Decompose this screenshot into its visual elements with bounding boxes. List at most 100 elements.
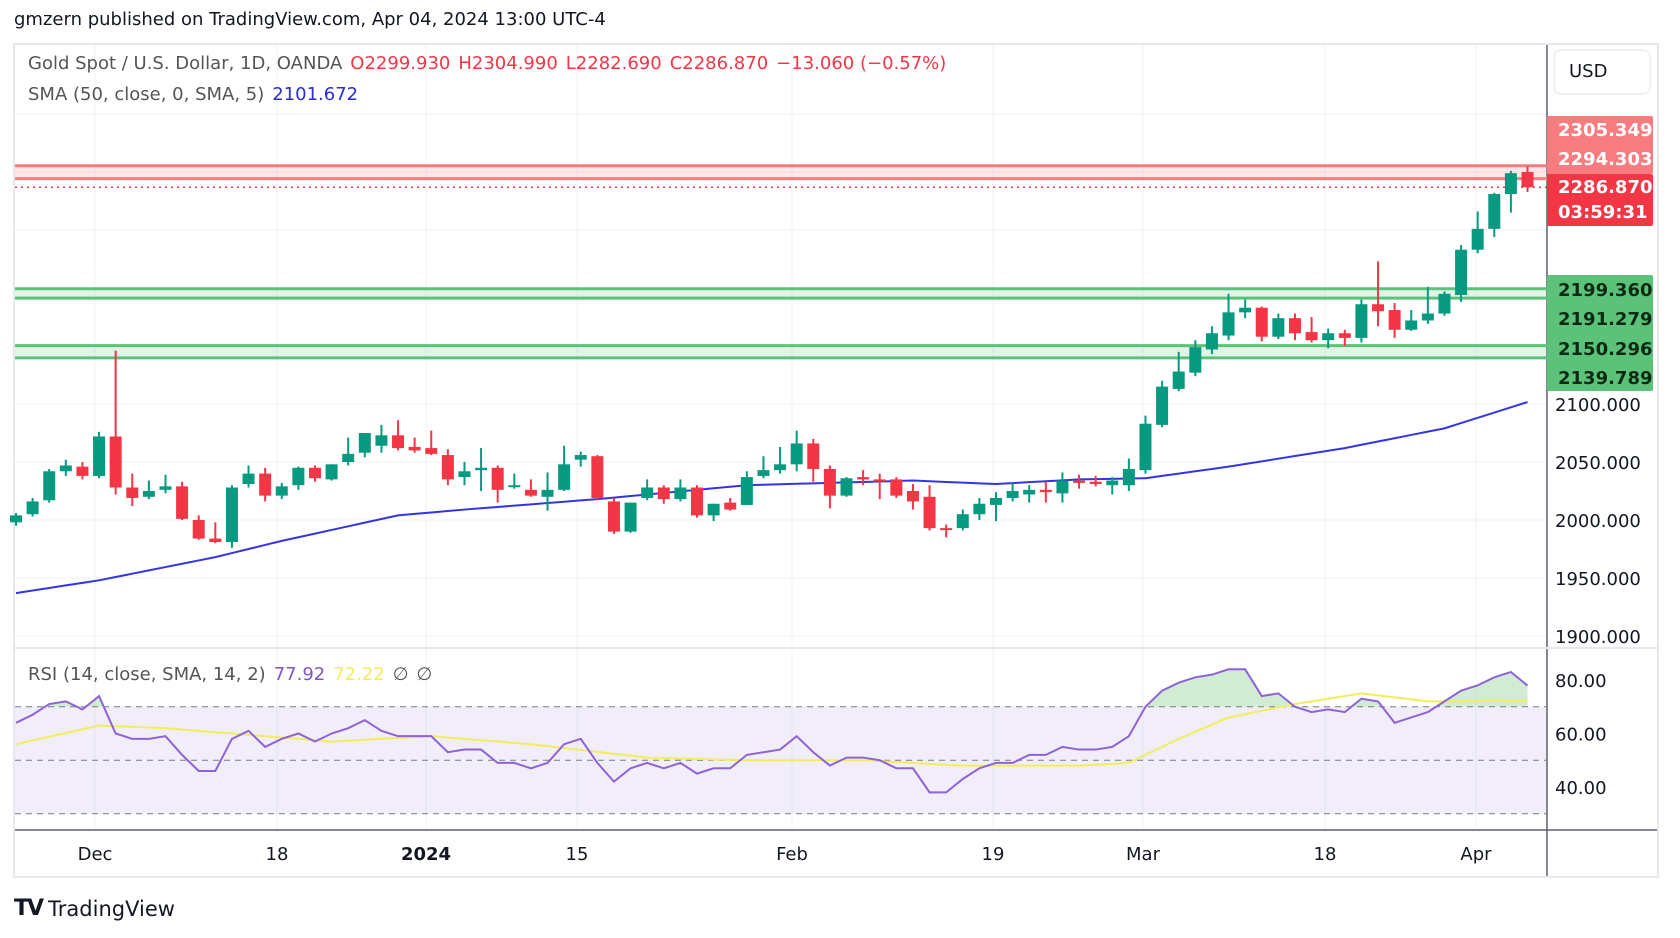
candle-body bbox=[724, 502, 737, 510]
candle bbox=[956, 509, 969, 531]
candle bbox=[192, 515, 205, 540]
candle-body bbox=[973, 503, 986, 515]
candle-body bbox=[607, 501, 620, 532]
candle bbox=[142, 480, 155, 500]
candle bbox=[1089, 475, 1102, 487]
candle bbox=[890, 477, 903, 498]
candle bbox=[1338, 329, 1351, 346]
candle-body bbox=[1106, 480, 1119, 486]
rsi-ma-line bbox=[15, 692, 1528, 767]
candle bbox=[109, 350, 122, 495]
candle bbox=[641, 479, 654, 501]
candle bbox=[674, 479, 687, 502]
candle-body bbox=[475, 467, 488, 471]
candle bbox=[259, 467, 272, 502]
green-zone-label-4: 2139.789 bbox=[1558, 368, 1653, 389]
currency-button[interactable]: USD bbox=[1553, 49, 1651, 95]
candle-body bbox=[76, 466, 89, 476]
sma-label[interactable]: SMA (50, close, 0, SMA, 5) bbox=[28, 84, 265, 105]
candle bbox=[441, 449, 454, 486]
candle-body bbox=[1388, 310, 1401, 330]
candle bbox=[807, 438, 820, 482]
candle-body bbox=[109, 436, 122, 488]
candle-body bbox=[989, 497, 1002, 505]
price-tick-label: 2050.000 bbox=[1555, 453, 1641, 474]
candle bbox=[923, 485, 936, 531]
rsi-line bbox=[15, 668, 1529, 794]
candle bbox=[1471, 211, 1484, 254]
candle bbox=[740, 471, 753, 505]
tradingview-logo[interactable]: TV TradingView bbox=[14, 896, 175, 921]
candle-body bbox=[1421, 313, 1434, 321]
candle bbox=[1106, 477, 1119, 495]
candle bbox=[159, 474, 172, 494]
time-tick-label: 18 bbox=[266, 844, 289, 865]
rsi-value: 77.92 bbox=[273, 664, 326, 685]
candle-body bbox=[242, 473, 255, 485]
time-tick-label: Feb bbox=[776, 844, 808, 865]
candle bbox=[607, 497, 620, 534]
candle-body bbox=[1205, 333, 1218, 350]
candle bbox=[823, 465, 836, 509]
candle bbox=[491, 465, 504, 503]
candle-body bbox=[292, 467, 305, 486]
candle bbox=[275, 482, 288, 500]
candle-body bbox=[408, 446, 421, 451]
candle bbox=[1355, 299, 1368, 343]
candle bbox=[940, 524, 953, 538]
candle bbox=[225, 485, 238, 548]
candle-body bbox=[823, 468, 836, 496]
tradingview-logo-icon: TV bbox=[14, 896, 44, 921]
candle bbox=[392, 420, 405, 451]
ohlc-close: C2286.870 bbox=[669, 53, 769, 74]
candle-body bbox=[641, 487, 654, 498]
candle bbox=[1056, 472, 1069, 503]
candle-body bbox=[1172, 371, 1185, 389]
candle bbox=[1039, 481, 1052, 503]
ohlc-open: O2299.930 bbox=[350, 53, 451, 74]
candle-body bbox=[1471, 228, 1484, 250]
candle-body bbox=[159, 486, 172, 490]
candle bbox=[691, 485, 704, 518]
candle bbox=[242, 465, 255, 488]
candle-body bbox=[342, 453, 355, 462]
candle bbox=[1288, 313, 1301, 341]
candle bbox=[1023, 485, 1036, 503]
candle bbox=[358, 433, 371, 458]
candle-body bbox=[26, 501, 39, 515]
candle bbox=[1405, 310, 1418, 331]
candle bbox=[209, 522, 222, 544]
candle-body bbox=[93, 436, 106, 476]
candle bbox=[342, 437, 355, 466]
main-legend: Gold Spot / U.S. Dollar, 1D, OANDA O2299.… bbox=[28, 53, 954, 74]
candle-body bbox=[1023, 489, 1036, 495]
symbol-title[interactable]: Gold Spot / U.S. Dollar, 1D, OANDA bbox=[28, 53, 343, 74]
candle-body bbox=[1122, 468, 1135, 486]
candle-body bbox=[259, 473, 272, 496]
candle-body bbox=[541, 489, 554, 497]
candle bbox=[1255, 306, 1268, 342]
candle-body bbox=[873, 479, 886, 482]
candle-body bbox=[1355, 304, 1368, 338]
time-tick-label: 15 bbox=[566, 844, 589, 865]
price-tick-label: 1950.000 bbox=[1555, 569, 1641, 590]
sma-line bbox=[15, 401, 1528, 595]
candle bbox=[524, 479, 537, 497]
rsi-extra-2: ∅ bbox=[416, 664, 433, 685]
candle-body bbox=[657, 487, 670, 500]
rsi-ma-value: 72.22 bbox=[333, 664, 385, 685]
candle bbox=[1006, 482, 1019, 502]
candle-body bbox=[142, 491, 155, 497]
candle-body bbox=[558, 464, 571, 490]
time-tick-label: 2024 bbox=[401, 844, 451, 865]
candle-body bbox=[375, 435, 388, 446]
candle-body bbox=[1438, 293, 1451, 314]
candle-body bbox=[209, 538, 222, 543]
candle-body bbox=[1305, 332, 1318, 341]
candle-body bbox=[524, 489, 537, 496]
candle-body bbox=[840, 478, 853, 496]
candle bbox=[1156, 380, 1169, 428]
rsi-label[interactable]: RSI (14, close, SMA, 14, 2) bbox=[28, 664, 266, 685]
candle-body bbox=[1139, 423, 1152, 471]
